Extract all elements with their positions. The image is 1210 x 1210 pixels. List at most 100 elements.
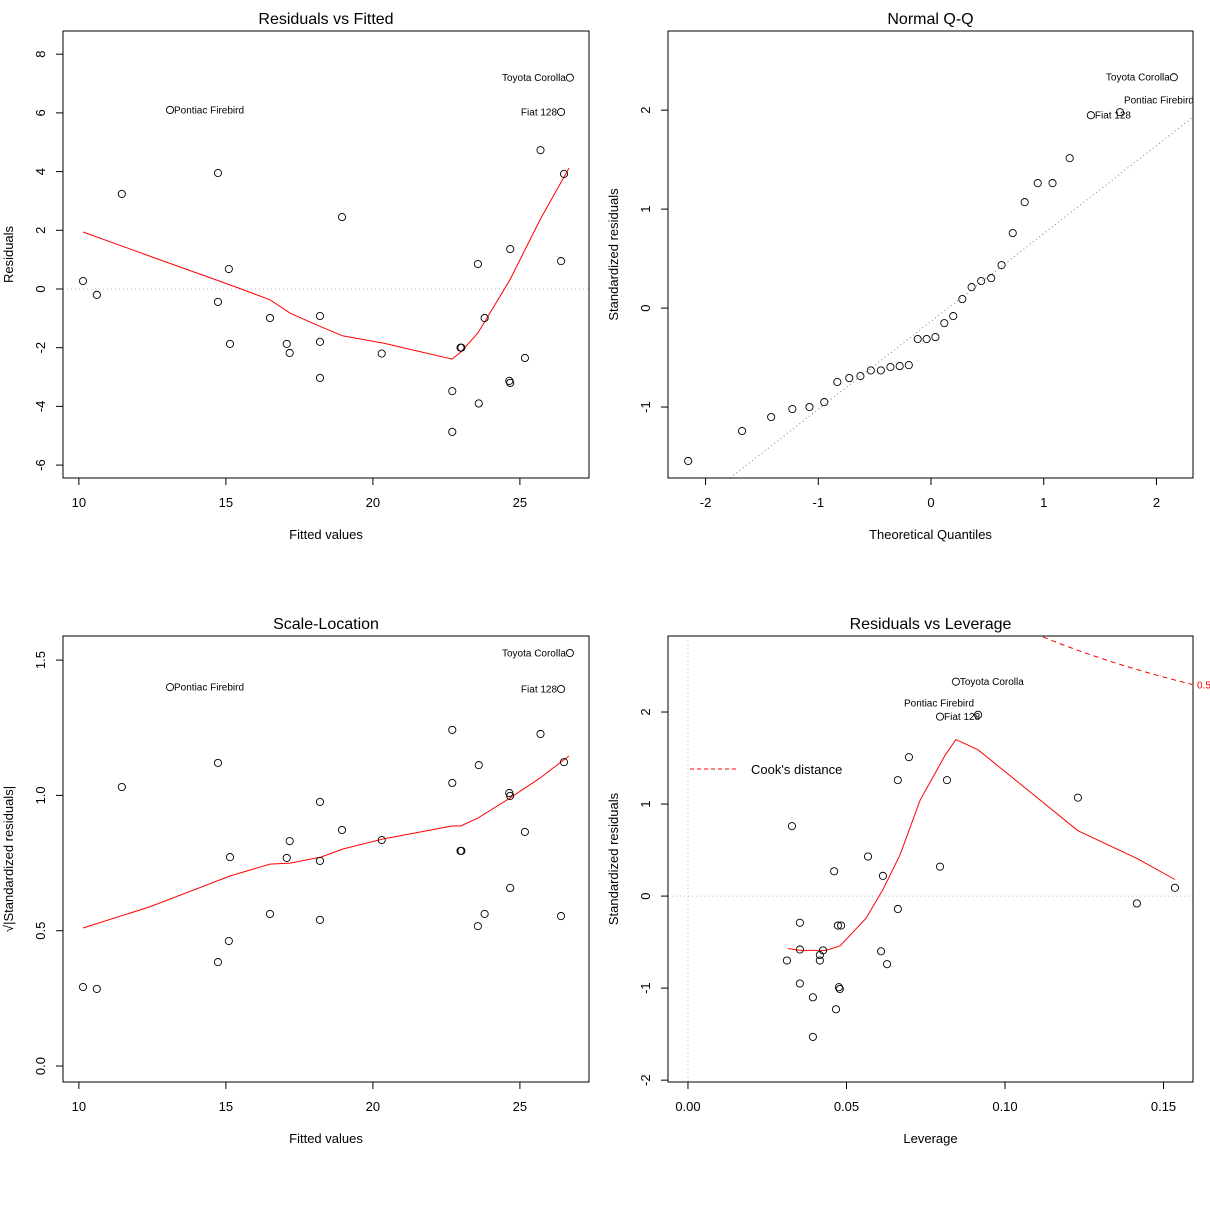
plot-frame xyxy=(62,635,590,1083)
data-point xyxy=(506,791,515,800)
y-tick-label: -2 xyxy=(33,342,48,354)
chart-title: Normal Q-Q xyxy=(887,11,973,28)
plot-area xyxy=(82,755,570,929)
data-point xyxy=(913,335,922,344)
data-point xyxy=(474,761,483,770)
data-point xyxy=(480,909,489,918)
data-point xyxy=(165,105,175,115)
y-tick-label: -6 xyxy=(33,459,48,471)
data-point xyxy=(808,993,817,1002)
data-point xyxy=(565,73,574,82)
data-point xyxy=(876,947,886,956)
data-point xyxy=(520,353,529,363)
data-point xyxy=(795,918,804,927)
data-point xyxy=(557,107,566,117)
y-tick-label: 1 xyxy=(638,206,653,213)
data-point xyxy=(1008,229,1017,238)
data-point xyxy=(536,146,545,155)
data-point xyxy=(285,837,294,846)
x-tick-label: 1 xyxy=(1040,495,1047,510)
y-tick-label: -4 xyxy=(33,401,48,413)
plot-frame xyxy=(667,30,1194,479)
data-point xyxy=(315,311,325,321)
data-point xyxy=(315,856,325,865)
data-point xyxy=(559,758,569,767)
data-point xyxy=(473,259,482,269)
lowess-smooth-line xyxy=(82,167,570,360)
y-tick-label: 2 xyxy=(33,227,48,234)
x-tick-label: 0.15 xyxy=(1151,1099,1176,1114)
data-point xyxy=(224,264,233,274)
data-point xyxy=(931,333,940,342)
x-tick-label: 0.10 xyxy=(992,1099,1017,1114)
data-point xyxy=(1169,73,1178,82)
data-point xyxy=(805,402,814,412)
data-point xyxy=(831,1005,841,1014)
data-point xyxy=(213,297,222,306)
data-point xyxy=(1132,899,1141,908)
x-axis-label: Theoretical Quantiles xyxy=(869,527,992,542)
data-point xyxy=(815,956,824,965)
x-tick-label: 2 xyxy=(1153,495,1160,510)
point-label: Pontiac Firebird xyxy=(174,683,244,694)
data-point xyxy=(795,945,804,954)
data-point xyxy=(559,169,569,178)
plot-frame xyxy=(62,30,590,479)
data-point xyxy=(834,983,843,992)
point-label: Toyota Corolla xyxy=(502,649,566,660)
data-point xyxy=(448,387,457,396)
data-point xyxy=(337,825,347,835)
data-point xyxy=(78,277,88,286)
y-tick-label: 0.0 xyxy=(33,1057,48,1075)
data-point xyxy=(1170,883,1179,892)
y-tick-label: 2 xyxy=(638,708,653,715)
data-point xyxy=(225,853,235,862)
data-point xyxy=(818,946,828,955)
data-point xyxy=(448,778,457,788)
panel-3: Scale-Location Fitted values √|Standardize… xyxy=(1,616,590,1146)
data-point xyxy=(474,399,483,408)
data-point xyxy=(893,904,902,914)
y-tick-label: 8 xyxy=(33,51,48,58)
data-point xyxy=(893,776,902,785)
data-point xyxy=(265,909,275,918)
y-axis-label: Residuals xyxy=(1,225,16,283)
data-point xyxy=(448,427,457,436)
lowess-smooth-line xyxy=(82,755,570,929)
point-label: Pontiac Firebird xyxy=(174,105,244,116)
data-point xyxy=(856,372,865,381)
data-point xyxy=(213,958,222,967)
y-tick-label: 0.5 xyxy=(33,922,48,940)
data-point xyxy=(833,921,842,930)
data-point xyxy=(92,290,101,299)
data-point xyxy=(473,922,482,931)
data-point xyxy=(940,319,949,328)
point-label: Fiat 128 xyxy=(944,712,981,723)
data-point xyxy=(557,912,566,921)
x-axis-label: Fitted values xyxy=(289,1131,363,1146)
data-point xyxy=(337,213,347,222)
lowess-smooth-line xyxy=(787,738,1176,951)
data-point xyxy=(506,883,515,893)
data-point xyxy=(1048,179,1057,188)
data-point xyxy=(863,852,873,861)
point-label: Toyota Corolla xyxy=(1106,73,1170,84)
data-point xyxy=(265,313,275,323)
data-point xyxy=(1020,198,1029,207)
data-point xyxy=(285,348,294,358)
data-point xyxy=(767,412,776,422)
data-point xyxy=(117,782,126,792)
x-tick-label: 10 xyxy=(72,1099,86,1114)
data-point xyxy=(1086,111,1095,120)
x-tick-label: 0 xyxy=(927,495,934,510)
data-point xyxy=(977,277,986,286)
data-point xyxy=(480,313,489,323)
data-point xyxy=(117,189,126,198)
data-point xyxy=(213,169,222,178)
x-tick-label: 20 xyxy=(366,1099,380,1114)
y-tick-label: 6 xyxy=(33,109,48,116)
qq-reference-line xyxy=(729,116,1193,478)
x-tick-label: -2 xyxy=(700,495,712,510)
chart-title: Scale-Location xyxy=(273,616,379,633)
data-point xyxy=(837,921,846,930)
